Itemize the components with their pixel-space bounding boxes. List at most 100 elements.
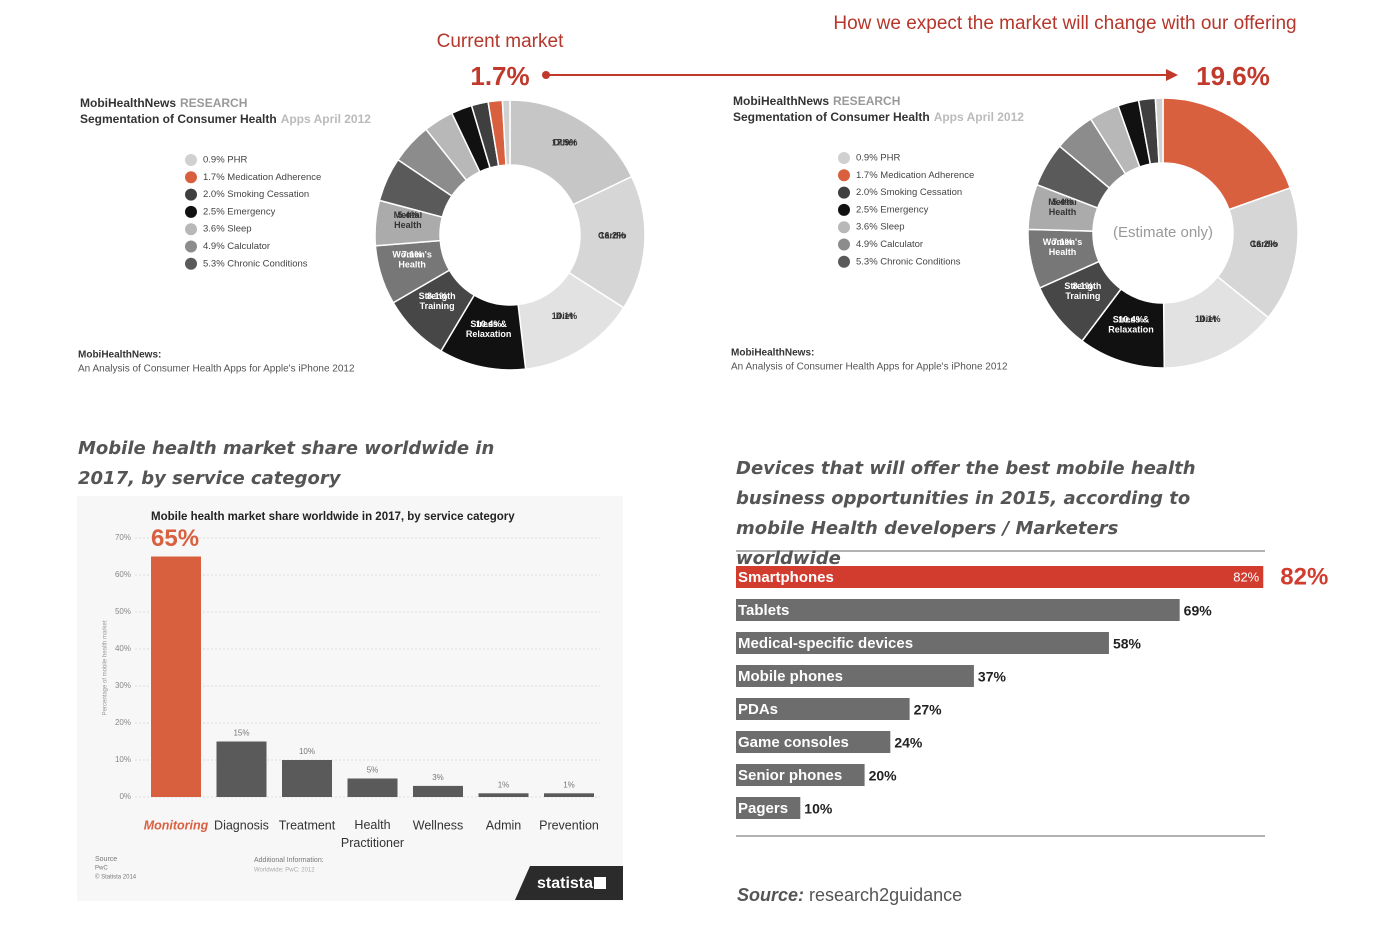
segment-value: 10.4% <box>476 320 502 330</box>
chart-subtitle: Segmentation of Consumer Health Apps Apri… <box>733 110 1024 124</box>
segment-label: 14.1%Diet <box>552 311 578 321</box>
y-tick-label: 70% <box>115 533 131 542</box>
category-label: Medical-specific devices <box>738 635 913 652</box>
future-label: How we expect the market will change wit… <box>833 13 1296 34</box>
segment-name: Mental Health <box>394 210 423 230</box>
chart-subtitle: Segmentation of Consumer Health Apps Apri… <box>80 112 371 126</box>
legend-swatch <box>838 255 850 268</box>
footer-text: An Analysis of Consumer Health Apps for … <box>78 364 355 375</box>
bar <box>413 785 463 797</box>
category-label: Smartphones <box>738 569 834 586</box>
x-tick-label: Diagnosis <box>214 818 269 832</box>
x-tick-label: Admin <box>486 818 521 832</box>
x-tick-label: Monitoring <box>144 818 209 832</box>
category-label: Tablets <box>738 602 789 619</box>
source-text: Source <box>95 856 117 863</box>
source-name: MobiHealthNews <box>733 94 829 108</box>
legend-label: 3.6% Sleep <box>203 224 252 235</box>
legend-swatch <box>185 171 197 184</box>
x-tick-label: Wellness <box>413 818 463 832</box>
legend-swatch <box>185 223 197 236</box>
legend-label: 2.5% Emergency <box>856 204 929 215</box>
subtitle-date: Apps April 2012 <box>934 110 1025 124</box>
segment-label: 16.2%Cardio <box>598 231 627 241</box>
source-kind: RESEARCH <box>180 96 247 110</box>
value-label: 37% <box>978 669 1007 685</box>
value-label: 10% <box>804 801 833 817</box>
source-header: MobiHealthNews RESEARCH <box>80 96 247 110</box>
legend-swatch <box>838 238 850 251</box>
legend-swatch <box>185 240 197 253</box>
segment-value: 8.1% <box>427 291 448 301</box>
info-text: Additional Information: <box>254 857 324 864</box>
segment-value: 8.1% <box>1073 281 1094 291</box>
segment-label: 5.4%Mental Health <box>394 210 423 230</box>
segment-label: 10.4%Stress & Relaxation <box>466 320 512 340</box>
segment-label: 16.2%Cardio <box>1250 240 1279 250</box>
value-label: 15% <box>233 729 249 738</box>
segment-label: 17.9%Other <box>552 138 578 148</box>
y-tick-label: 40% <box>115 644 131 653</box>
legend-swatch <box>838 221 850 234</box>
category-label: Mobile phones <box>738 668 843 685</box>
current-label: Current market <box>437 31 564 52</box>
bar <box>151 556 201 797</box>
segment-label: 7.1%Women's Health <box>1043 237 1082 257</box>
category-label: Senior phones <box>738 767 842 784</box>
bar <box>736 632 1109 654</box>
value-label: 5% <box>367 766 379 775</box>
legend-swatch <box>838 203 850 216</box>
value-label: 27% <box>914 702 943 718</box>
footer-text: An Analysis of Consumer Health Apps for … <box>731 362 1008 373</box>
bar <box>216 741 267 797</box>
segment-label: 8.1%Strength Training <box>419 291 456 311</box>
bar <box>736 731 891 753</box>
subtitle-main: Segmentation of Consumer Health <box>80 112 277 126</box>
bar <box>736 566 1264 588</box>
y-tick-label: 20% <box>115 718 131 727</box>
y-tick-label: 60% <box>115 570 131 579</box>
footer-title: MobiHealthNews: <box>78 350 161 361</box>
value-label: 58% <box>1113 636 1142 652</box>
legend-label: 2.0% Smoking Cessation <box>203 189 309 200</box>
legend-label: 2.0% Smoking Cessation <box>856 187 962 198</box>
segment-name: Other <box>553 138 578 148</box>
headline-value: 82% <box>1280 563 1328 590</box>
segment-name: Strength Training <box>419 291 456 311</box>
subtitle-date: Apps April 2012 <box>281 112 372 126</box>
legend-label: 4.9% Calculator <box>856 239 923 250</box>
value-label: 1% <box>498 780 510 789</box>
y-tick-label: 0% <box>119 792 131 801</box>
legend-label: 4.9% Calculator <box>203 241 270 252</box>
bar <box>736 599 1180 621</box>
segment-label: 10.4%Stress & Relaxation <box>1108 315 1154 335</box>
source: Source: research2guidance <box>737 885 962 905</box>
segment-name: Stress & Relaxation <box>466 320 512 340</box>
source-key: Source: <box>737 885 804 905</box>
segment-value: 14.1% <box>1195 315 1221 325</box>
x-tick-label: Prevention <box>539 818 599 832</box>
brand-band <box>515 866 623 900</box>
headline-value: 19.6% <box>1196 61 1270 91</box>
source-kind: RESEARCH <box>833 94 900 108</box>
segment-value: 5.4% <box>1052 197 1073 207</box>
footer-title: MobiHealthNews: <box>731 348 814 359</box>
segment-name: Diet <box>556 311 573 321</box>
bar <box>736 665 974 687</box>
bar <box>736 797 801 819</box>
brand-logo <box>594 877 606 889</box>
bar <box>347 778 398 797</box>
value-label: 82% <box>1233 569 1259 584</box>
source-value: research2guidance <box>809 885 962 905</box>
segment-value: 5.4% <box>398 210 419 220</box>
bar <box>736 764 865 786</box>
chart-title: Devices that will offer the best mobile … <box>736 458 1196 569</box>
segment-value: 16.2% <box>600 231 626 241</box>
segment-label: 8.1%Strength Training <box>1064 281 1101 301</box>
legend-label: 3.6% Sleep <box>856 222 905 233</box>
legend-label: 0.9% PHR <box>856 153 900 164</box>
bar <box>544 793 594 797</box>
bar <box>736 698 910 720</box>
